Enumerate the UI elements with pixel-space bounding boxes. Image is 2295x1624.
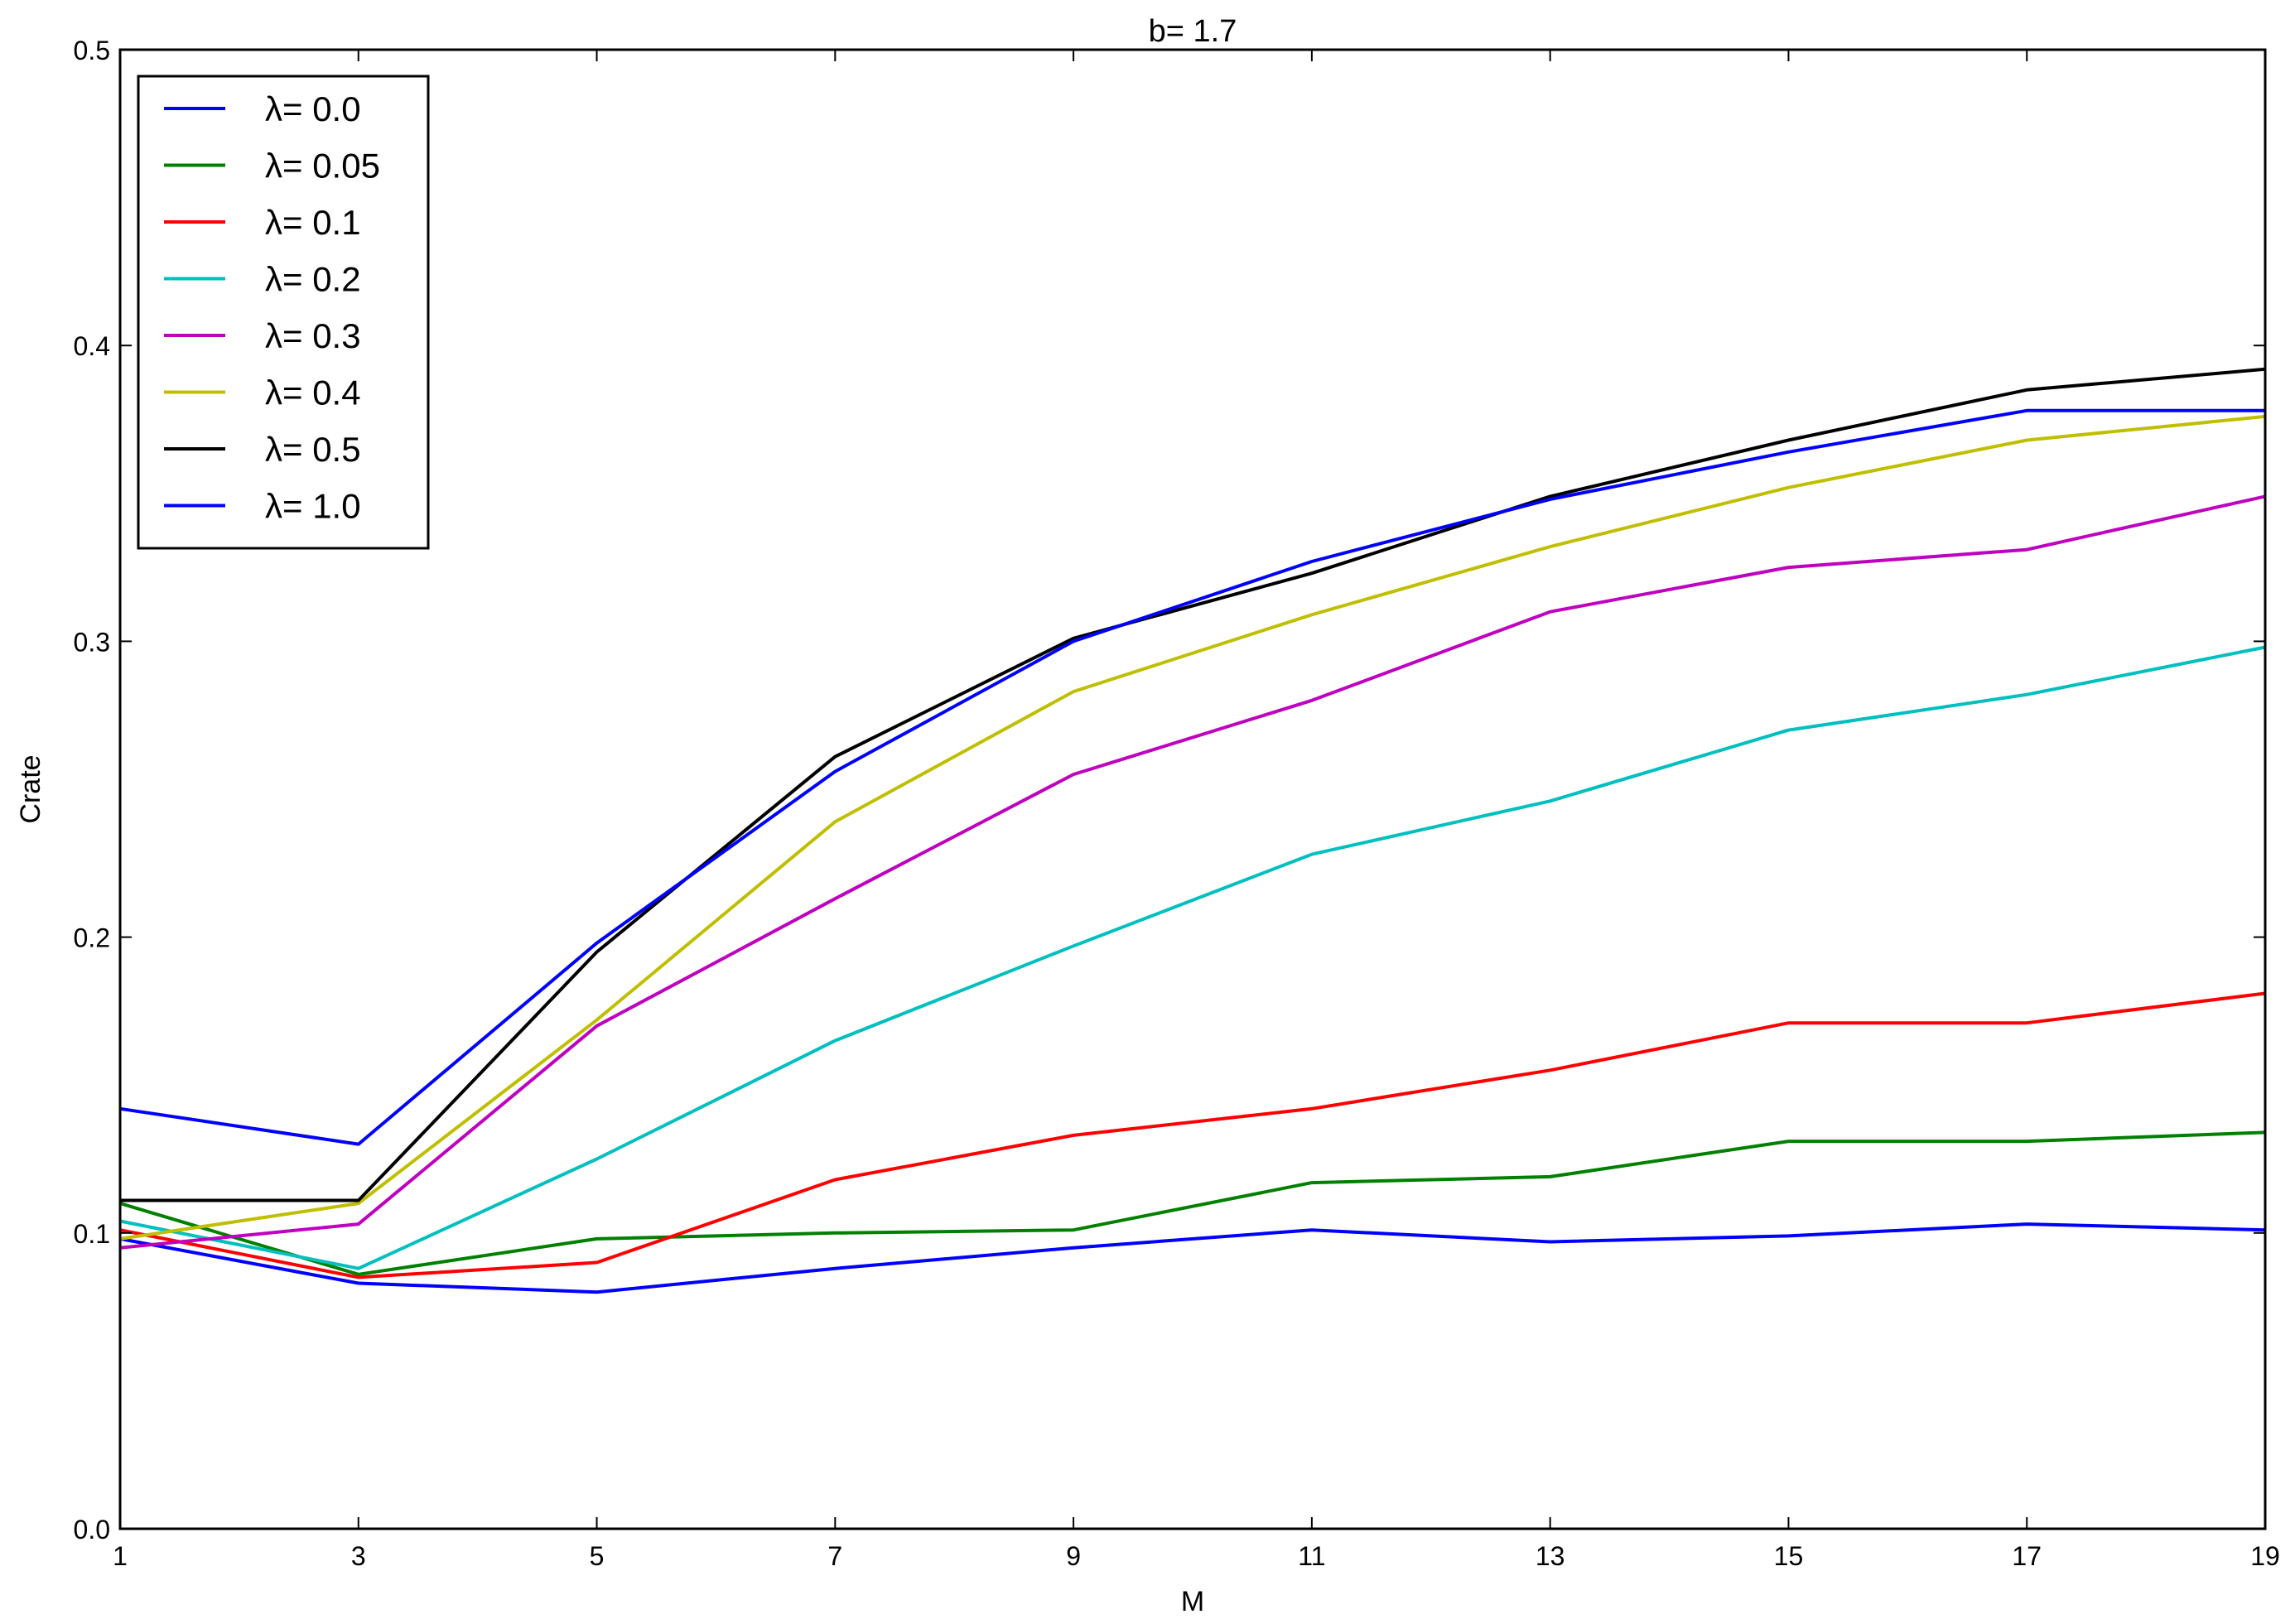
series-layer xyxy=(119,367,2266,1294)
series-line-3 xyxy=(119,645,2266,1270)
y-tick-label: 0.4 xyxy=(74,331,110,361)
x-tick-label: 13 xyxy=(1536,1541,1565,1571)
series-line-4 xyxy=(119,494,2266,1250)
x-tick-label: 5 xyxy=(590,1541,605,1571)
legend-label-0: λ= 0.0 xyxy=(265,89,361,128)
legend-label-2: λ= 0.1 xyxy=(265,203,361,242)
series-line-6 xyxy=(120,367,2266,1202)
legend-label-6: λ= 0.5 xyxy=(265,430,361,469)
legend-label-3: λ= 0.2 xyxy=(265,260,361,299)
y-tick-label: 0.5 xyxy=(74,36,110,65)
legend-label-4: λ= 0.3 xyxy=(265,316,361,355)
series-line-7 xyxy=(119,408,2265,1146)
x-tick-label: 17 xyxy=(2012,1541,2042,1571)
chart-title: b= 1.7 xyxy=(1149,14,1237,49)
x-tick-label: 3 xyxy=(351,1541,366,1571)
legend-label-5: λ= 0.4 xyxy=(265,373,361,412)
x-tick-label: 1 xyxy=(113,1541,128,1571)
series-line-0 xyxy=(119,1222,2266,1294)
legend: λ= 0.0 λ= 0.05 λ= 0.1 λ= 0.2 λ= 0.3 λ= 0.4 λ= … xyxy=(137,75,430,550)
y-tick-label: 0.1 xyxy=(74,1219,110,1249)
y-tick-label: 0.2 xyxy=(74,923,110,953)
y-tick-label: 0.3 xyxy=(74,627,110,657)
y-axis-label: Crate xyxy=(15,754,46,823)
legend-box xyxy=(137,75,430,550)
series-line-1 xyxy=(119,1130,2266,1276)
x-tick-label: 9 xyxy=(1066,1541,1081,1571)
x-tick-label: 15 xyxy=(1774,1541,1804,1571)
legend-label-7: λ= 1.0 xyxy=(265,487,361,526)
series-line-2 xyxy=(119,991,2266,1279)
series-line-5 xyxy=(119,414,2266,1241)
y-tick-label: 0.0 xyxy=(74,1515,110,1544)
x-axis-ticks: 1 3 5 7 9 11 13 15 17 19 xyxy=(113,50,2280,1571)
x-tick-label: 19 xyxy=(2250,1541,2280,1571)
x-axis-label: M xyxy=(1181,1586,1204,1617)
x-tick-label: 11 xyxy=(1298,1541,1325,1571)
legend-label-1: λ= 0.05 xyxy=(265,147,380,186)
plot-frame xyxy=(118,48,2267,1530)
y-axis-ticks: 0.0 0.1 0.2 0.3 0.4 0.5 xyxy=(74,36,2265,1544)
x-tick-label: 7 xyxy=(827,1541,842,1571)
